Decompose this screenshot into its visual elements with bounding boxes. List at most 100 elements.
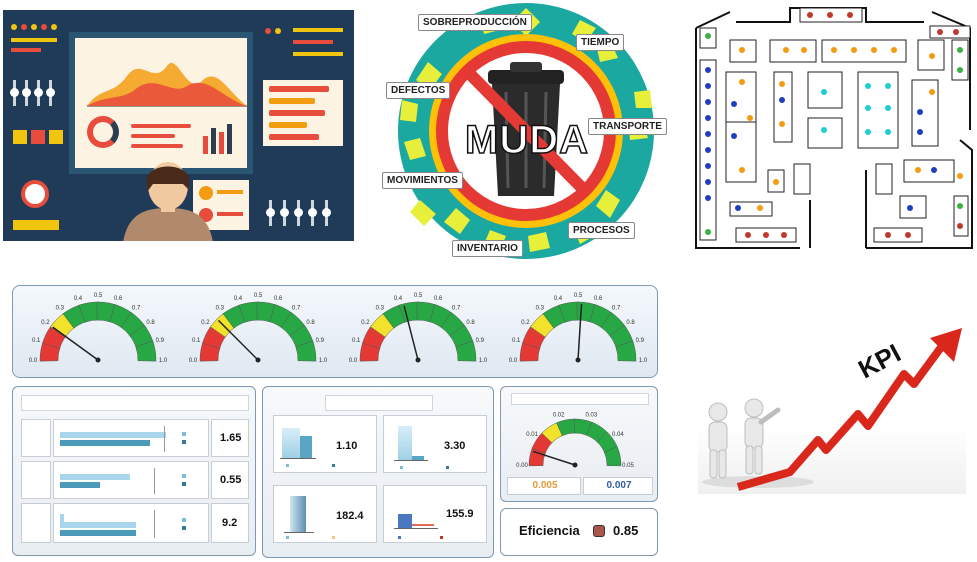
gauge-tick-label: 0.5 <box>254 293 263 299</box>
bar-b <box>60 482 100 488</box>
gauge-tick-label: 1.0 <box>639 358 648 364</box>
efficiency-label: Eficiencia <box>519 523 580 538</box>
gauge-segment <box>135 340 157 362</box>
row-chart-cell <box>53 419 209 457</box>
gauge-tick-label: 0.7 <box>292 305 301 311</box>
indicator-light <box>265 28 271 34</box>
gauge-tick-label: 0.02 <box>553 413 565 419</box>
row-label-cell <box>21 503 51 543</box>
gauge-tick-label: 0.7 <box>132 305 141 311</box>
gauge-tick-label: 0.5 <box>414 293 423 299</box>
gauge-tick-label: 0.0 <box>509 358 518 364</box>
indicator-light <box>21 24 27 30</box>
indicator-bar <box>13 220 59 230</box>
gauge-tick-label: 0.4 <box>554 296 563 302</box>
gauge-tick-label: 0.4 <box>394 296 403 302</box>
gauge-tick-label: 0.5 <box>94 293 103 299</box>
gauge-tick-label: 0.2 <box>521 320 530 326</box>
pie-chart-panel <box>193 180 249 230</box>
floor-plan-drawing <box>695 7 973 249</box>
bar-panel: 1.65 0.55 9.2 <box>12 386 256 556</box>
value-left-cell: 0.005 <box>507 477 581 495</box>
gauge-needle-hub <box>575 357 581 363</box>
gauge-segment <box>295 340 317 362</box>
efficiency-value: 0.85 <box>613 523 639 538</box>
mini-charts-panel: 1.10 3.30 182.4 155.9 <box>262 386 494 558</box>
bar-b <box>60 530 136 536</box>
gauge-4: 0.0 0.1 0.2 0.3 0.4 0.5 0.6 0.7 0.8 0.9 1.0 <box>509 293 648 364</box>
gauge-value-left: 0.005 <box>532 480 558 491</box>
gauge-needle-hub <box>415 357 421 363</box>
muda-title: MUDA <box>464 117 589 163</box>
bar-a <box>60 514 64 528</box>
dashboard-illustration <box>3 10 354 241</box>
row-value-cell: 1.65 <box>211 419 249 457</box>
gauge-tick-label: 0.8 <box>466 320 475 326</box>
row-value: 1.65 <box>220 432 242 444</box>
gauge-tick-label: 0.1 <box>512 338 521 344</box>
label-movimientos: MOVIMIENTOS <box>382 172 463 189</box>
gauge-needle <box>532 450 576 466</box>
gauge-tick-label: 0.0 <box>29 358 38 364</box>
gauge-needle <box>577 304 583 361</box>
label-inventario: INVENTARIO <box>452 240 523 257</box>
gauge-needle-hub <box>255 357 261 363</box>
gauge-tick-label: 0.8 <box>626 320 635 326</box>
indicator-light <box>31 24 37 30</box>
indicator-bar <box>293 40 333 44</box>
gauge-tick-label: 0.7 <box>612 305 621 311</box>
slider-icon <box>280 200 289 226</box>
button-icon <box>13 130 27 144</box>
gauge-tick-label: 0.1 <box>192 338 201 344</box>
gauge-3: 0.0 0.1 0.2 0.3 0.4 0.5 0.6 0.7 0.8 0.9 1.0 <box>349 293 488 364</box>
mini-chart-value: 182.4 <box>336 510 364 522</box>
gauge-tick-label: 1.0 <box>319 358 328 364</box>
mini-chart-1: 1.10 <box>273 415 377 473</box>
slider-icon <box>294 200 303 226</box>
gauge-tick-label: 0.9 <box>476 338 485 344</box>
row-chart-cell <box>53 461 209 499</box>
gauge-tick-label: 0.3 <box>216 305 225 311</box>
row-value: 9.2 <box>222 517 238 529</box>
indicator-bar <box>293 28 343 32</box>
indicator-light <box>51 24 57 30</box>
row-value-cell: 9.2 <box>211 503 249 543</box>
gauge-tick-label: 0.6 <box>594 296 603 302</box>
gauge-tick-label: 0.1 <box>352 338 361 344</box>
mini-chart-2: 3.30 <box>383 415 487 473</box>
gauge-needle <box>217 319 259 361</box>
gauge-tick-label: 0.4 <box>234 296 243 302</box>
slider-icon <box>322 200 331 226</box>
gauge-tick-label: 1.0 <box>159 358 168 364</box>
gauge-2: 0.0 0.1 0.2 0.3 0.4 0.5 0.6 0.7 0.8 0.9 1.0 <box>189 293 328 364</box>
gauge-tick-label: 0.8 <box>306 320 315 326</box>
floor-plan <box>690 0 977 252</box>
slider-icon <box>34 80 43 106</box>
person-figure-icon <box>708 402 728 479</box>
gauge-tick-label: 0.6 <box>274 296 283 302</box>
slider-icon <box>10 80 19 106</box>
gauge-needle <box>52 326 99 361</box>
row-value: 0.55 <box>220 474 242 486</box>
gauge-tick-label: 0.2 <box>361 320 370 326</box>
gauge-1: 0.0 0.1 0.2 0.3 0.4 0.5 0.6 0.7 0.8 0.9 1.0 <box>29 293 168 364</box>
label-procesos: PROCESOS <box>568 222 635 239</box>
clock-icon <box>21 180 49 208</box>
bar-chart-icon <box>203 124 232 154</box>
gauge-needle-hub <box>95 357 101 363</box>
kpi-arrow-chart <box>702 328 962 491</box>
gauge-segment <box>615 340 637 362</box>
gauge-tick-label: 0.4 <box>74 296 83 302</box>
gauge-segment <box>455 340 477 362</box>
gauge-tick-label: 0.0 <box>349 358 358 364</box>
panel-header <box>511 393 649 405</box>
bar-a-extension <box>60 522 136 528</box>
gauge-needle <box>403 305 419 361</box>
gauge-tick-label: 0.3 <box>536 305 545 311</box>
gauge-tick-label: 0.01 <box>526 432 538 438</box>
bar-list-panel <box>263 80 343 146</box>
panel-header <box>325 395 433 411</box>
indicator-bar <box>11 48 41 52</box>
indicator-light <box>11 24 17 30</box>
bar-a <box>60 474 130 480</box>
